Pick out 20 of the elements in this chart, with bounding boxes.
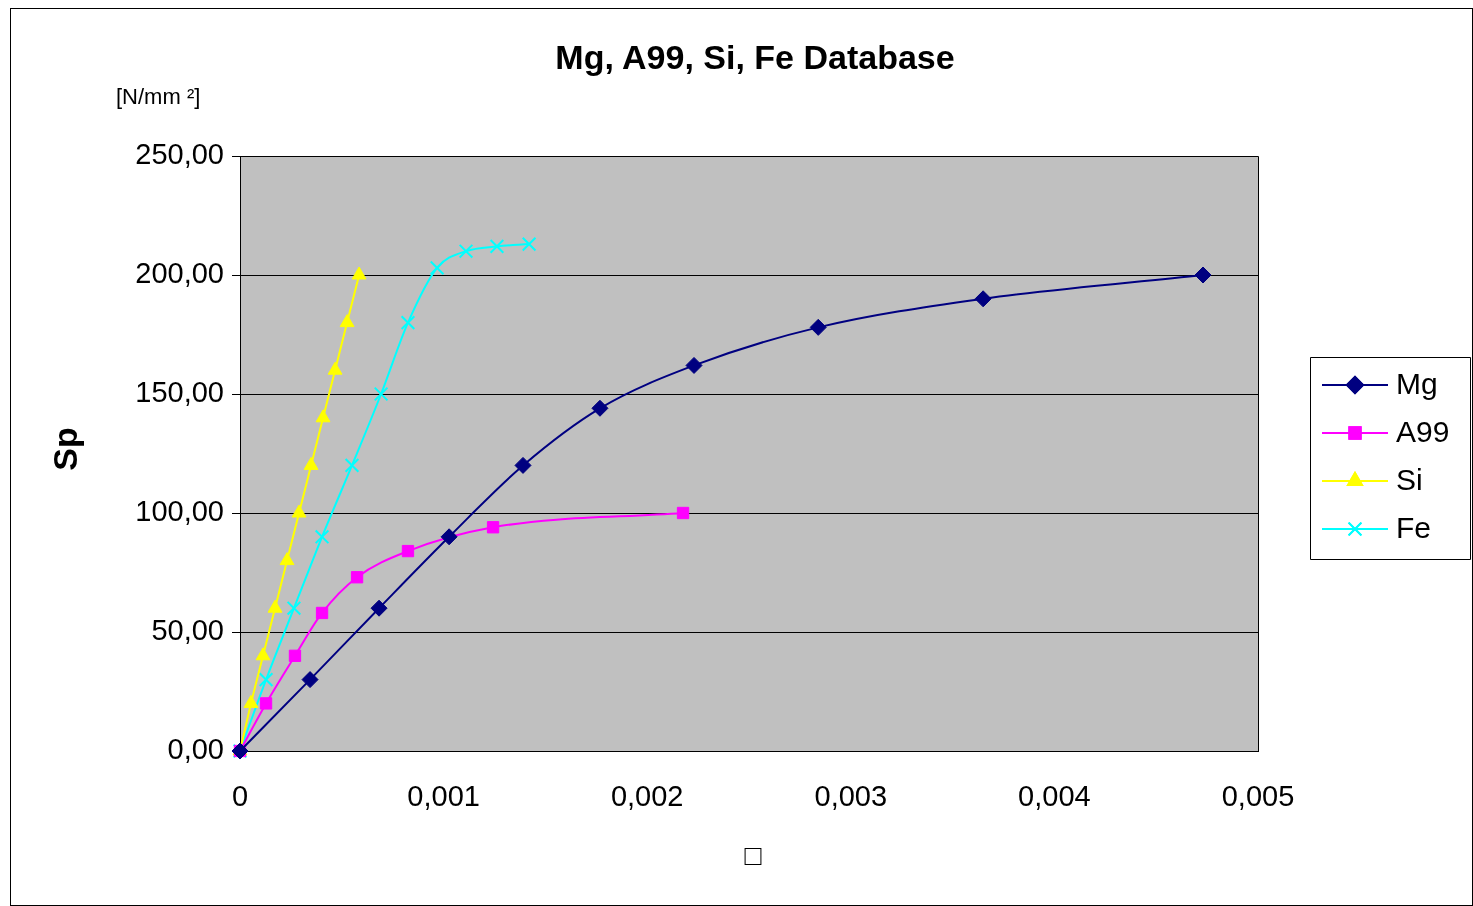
x-tick-label: 0,004: [1018, 780, 1091, 812]
legend-label: A99: [1396, 415, 1450, 449]
legend-label: Fe: [1396, 511, 1432, 545]
y-tick-label: 50,00: [151, 614, 224, 646]
x-tick-label: 0,005: [1221, 780, 1295, 812]
legend-label: Mg: [1396, 367, 1438, 401]
y-tick-label: 150,00: [135, 376, 224, 408]
x-axis-title: □: [744, 839, 762, 871]
y-tick-label: 200,00: [135, 257, 224, 289]
x-tick-label: 0,001: [407, 780, 480, 812]
legend-label: Si: [1396, 463, 1423, 497]
text: [N/mm ²]: [116, 84, 201, 110]
y-axis-title: Sp: [46, 427, 85, 471]
x-tick-label: 0: [231, 780, 249, 812]
y-tick-label: 100,00: [135, 495, 224, 527]
y-tick-label: 250,00: [135, 138, 224, 170]
x-tick-label: 0,002: [610, 780, 684, 812]
x-tick-label: 0,003: [814, 780, 888, 812]
y-tick-label: 0,00: [167, 733, 224, 765]
chart-title: Mg, A99, Si, Fe Database: [555, 38, 955, 77]
